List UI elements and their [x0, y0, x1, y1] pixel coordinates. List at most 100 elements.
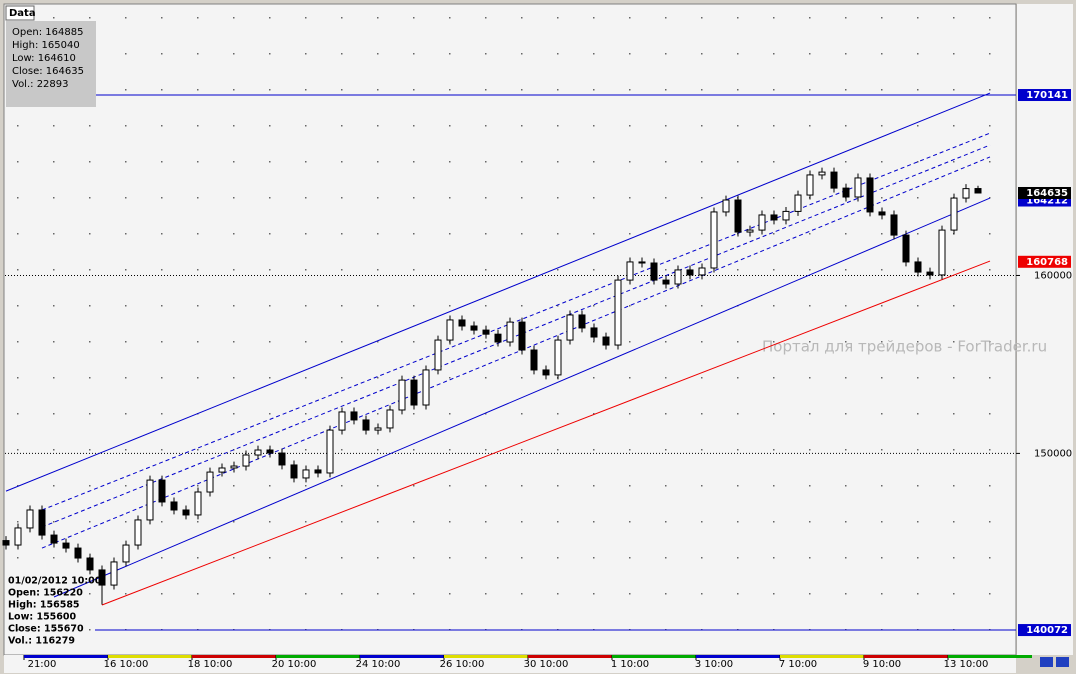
session-strip [780, 655, 864, 658]
x-tick-label: 20 10:00 [272, 659, 317, 670]
x-tick-label: 13 10:00 [944, 659, 989, 670]
trendline [5, 92, 991, 492]
candle-body [326, 429, 334, 474]
candle-body [38, 509, 46, 536]
candle-body [182, 509, 190, 516]
candle-body [746, 229, 754, 233]
data-window-line: Close: 164635 [12, 66, 84, 77]
price-label: 140072 [1026, 625, 1068, 636]
trendline [53, 197, 991, 598]
candle-body [218, 467, 226, 473]
cursor-info-line: 01/02/2012 10:00 [8, 576, 102, 587]
candle-body [710, 211, 718, 269]
candle-body [62, 542, 70, 549]
candle-body [722, 199, 730, 213]
candle-body [338, 411, 346, 431]
x-tick-label: 9 10:00 [863, 659, 901, 670]
candle-body [578, 314, 586, 329]
x-tick-label: 21:00 [28, 659, 57, 670]
price-label-box [1018, 186, 1071, 199]
candle-body [770, 214, 778, 221]
candle-body [446, 319, 454, 341]
icon[interactable] [1056, 657, 1069, 667]
candle-body [674, 269, 682, 285]
session-strip [948, 655, 1032, 658]
candle-body [590, 327, 598, 338]
candle-body [902, 234, 910, 263]
price-label: 170141 [1026, 90, 1068, 101]
session-strip [24, 655, 108, 658]
candle-body [422, 369, 430, 406]
plot [2, 92, 1016, 631]
candle-body [122, 544, 130, 563]
session-strip [360, 655, 444, 658]
price-label: 164212 [1026, 196, 1068, 207]
candle-body [638, 261, 646, 264]
data-tab-label: Data [9, 8, 36, 19]
icon[interactable] [1040, 657, 1053, 667]
cursor-info-line: Low: 155600 [8, 612, 77, 623]
session-strip [108, 655, 192, 658]
candle-body [314, 469, 322, 474]
cursor-info-line: Open: 156220 [8, 588, 83, 599]
candle-body [530, 349, 538, 371]
candle-body [758, 214, 766, 231]
candle-body [254, 449, 262, 456]
data-tab[interactable] [5, 5, 35, 21]
candle-body [566, 314, 574, 341]
x-tick-label: 24 10:00 [356, 659, 401, 670]
session-strip [696, 655, 780, 658]
candle-body [890, 214, 898, 236]
candle-body [854, 177, 862, 198]
candle-body [938, 229, 946, 276]
candle-body [374, 427, 382, 431]
candle-body [962, 188, 970, 199]
price-axis [1017, 4, 1073, 655]
trendline [41, 156, 991, 549]
candle-body [410, 379, 418, 406]
candle-body [914, 261, 922, 273]
candle-body [866, 177, 874, 213]
candle-body [842, 187, 850, 198]
candle-body [2, 540, 10, 546]
candle-body [626, 261, 634, 281]
candle-body [734, 199, 742, 233]
data-window-line: Low: 164610 [12, 53, 76, 64]
candle-body [230, 465, 238, 469]
candle-body [794, 194, 802, 212]
session-strip [612, 655, 696, 658]
candle-body [50, 534, 58, 544]
cursor-info-line: High: 156585 [8, 600, 80, 611]
candle-body [86, 557, 94, 571]
price-label-box [1018, 89, 1071, 102]
candle-body [170, 501, 178, 511]
session-strip [864, 655, 948, 658]
candle-body [158, 479, 166, 503]
candle-body [662, 279, 670, 285]
candle-body [806, 174, 814, 196]
cursor-info-line: Close: 155670 [8, 624, 84, 635]
candle-body [878, 211, 886, 216]
data-window-line: Vol.: 22893 [12, 79, 69, 90]
price-label-box [1018, 255, 1071, 268]
candle-body [206, 471, 214, 493]
candle-body [698, 267, 706, 276]
candle-body [74, 547, 82, 559]
candle-body [602, 336, 610, 346]
x-tick-label: 26 10:00 [440, 659, 485, 670]
price-label-box [1018, 624, 1071, 637]
trendline [41, 144, 991, 528]
candle-body [470, 325, 478, 331]
x-tick-label: 3 10:00 [695, 659, 733, 670]
data-window-line: Open: 164885 [12, 27, 83, 38]
candle-body [386, 409, 394, 429]
x-tick-label: 7 10:00 [779, 659, 817, 670]
candle-body [362, 419, 370, 431]
trendline [41, 132, 991, 511]
candle-body [950, 197, 958, 231]
session-strip [276, 655, 360, 658]
candle-body [482, 329, 490, 335]
candle-body [542, 369, 550, 376]
candle-body [830, 171, 838, 189]
